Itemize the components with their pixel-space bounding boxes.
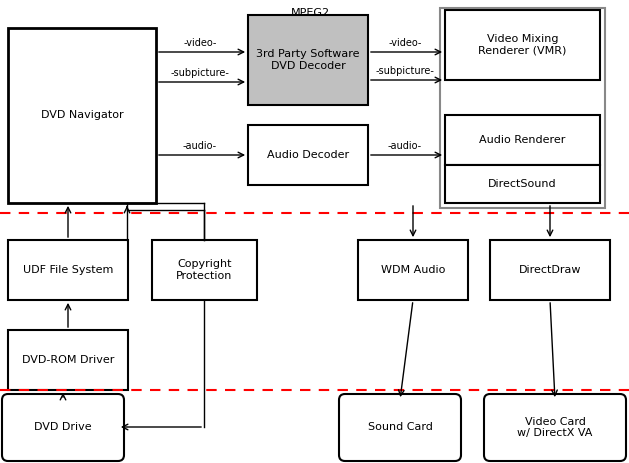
Bar bbox=[8, 28, 156, 203]
Bar bbox=[490, 240, 610, 300]
Text: -video-: -video- bbox=[183, 38, 216, 48]
Text: -audio-: -audio- bbox=[183, 141, 217, 151]
Bar bbox=[445, 115, 600, 165]
Text: Copyright
Protection: Copyright Protection bbox=[176, 259, 233, 281]
Bar bbox=[440, 8, 605, 208]
Text: DVD Drive: DVD Drive bbox=[34, 423, 92, 432]
Text: DirectDraw: DirectDraw bbox=[519, 265, 581, 275]
FancyBboxPatch shape bbox=[2, 394, 124, 461]
Text: Audio Decoder: Audio Decoder bbox=[267, 150, 349, 160]
Bar bbox=[248, 125, 368, 185]
Text: Video Mixing
Renderer (VMR): Video Mixing Renderer (VMR) bbox=[478, 34, 567, 56]
Text: Sound Card: Sound Card bbox=[367, 423, 433, 432]
Text: DVD Navigator: DVD Navigator bbox=[41, 111, 123, 120]
Bar bbox=[248, 15, 368, 105]
Bar bbox=[8, 240, 128, 300]
Text: WDM Audio: WDM Audio bbox=[381, 265, 445, 275]
Text: 3rd Party Software
DVD Decoder: 3rd Party Software DVD Decoder bbox=[256, 49, 360, 71]
Bar bbox=[445, 10, 600, 80]
Bar bbox=[8, 330, 128, 390]
Text: -subpicture-: -subpicture- bbox=[170, 68, 230, 78]
Bar bbox=[445, 165, 600, 203]
Bar bbox=[152, 240, 257, 300]
Text: -video-: -video- bbox=[388, 38, 421, 48]
FancyBboxPatch shape bbox=[484, 394, 626, 461]
Bar bbox=[358, 240, 468, 300]
Text: DirectSound: DirectSound bbox=[488, 179, 557, 189]
FancyBboxPatch shape bbox=[339, 394, 461, 461]
Text: Audio Renderer: Audio Renderer bbox=[479, 135, 565, 145]
Text: DVD-ROM Driver: DVD-ROM Driver bbox=[22, 355, 114, 365]
Text: -subpicture-: -subpicture- bbox=[376, 66, 435, 76]
Text: -audio-: -audio- bbox=[388, 141, 422, 151]
Text: MPEG2: MPEG2 bbox=[291, 8, 330, 18]
Text: Video Card
w/ DirectX VA: Video Card w/ DirectX VA bbox=[517, 417, 593, 438]
Text: UDF File System: UDF File System bbox=[23, 265, 113, 275]
